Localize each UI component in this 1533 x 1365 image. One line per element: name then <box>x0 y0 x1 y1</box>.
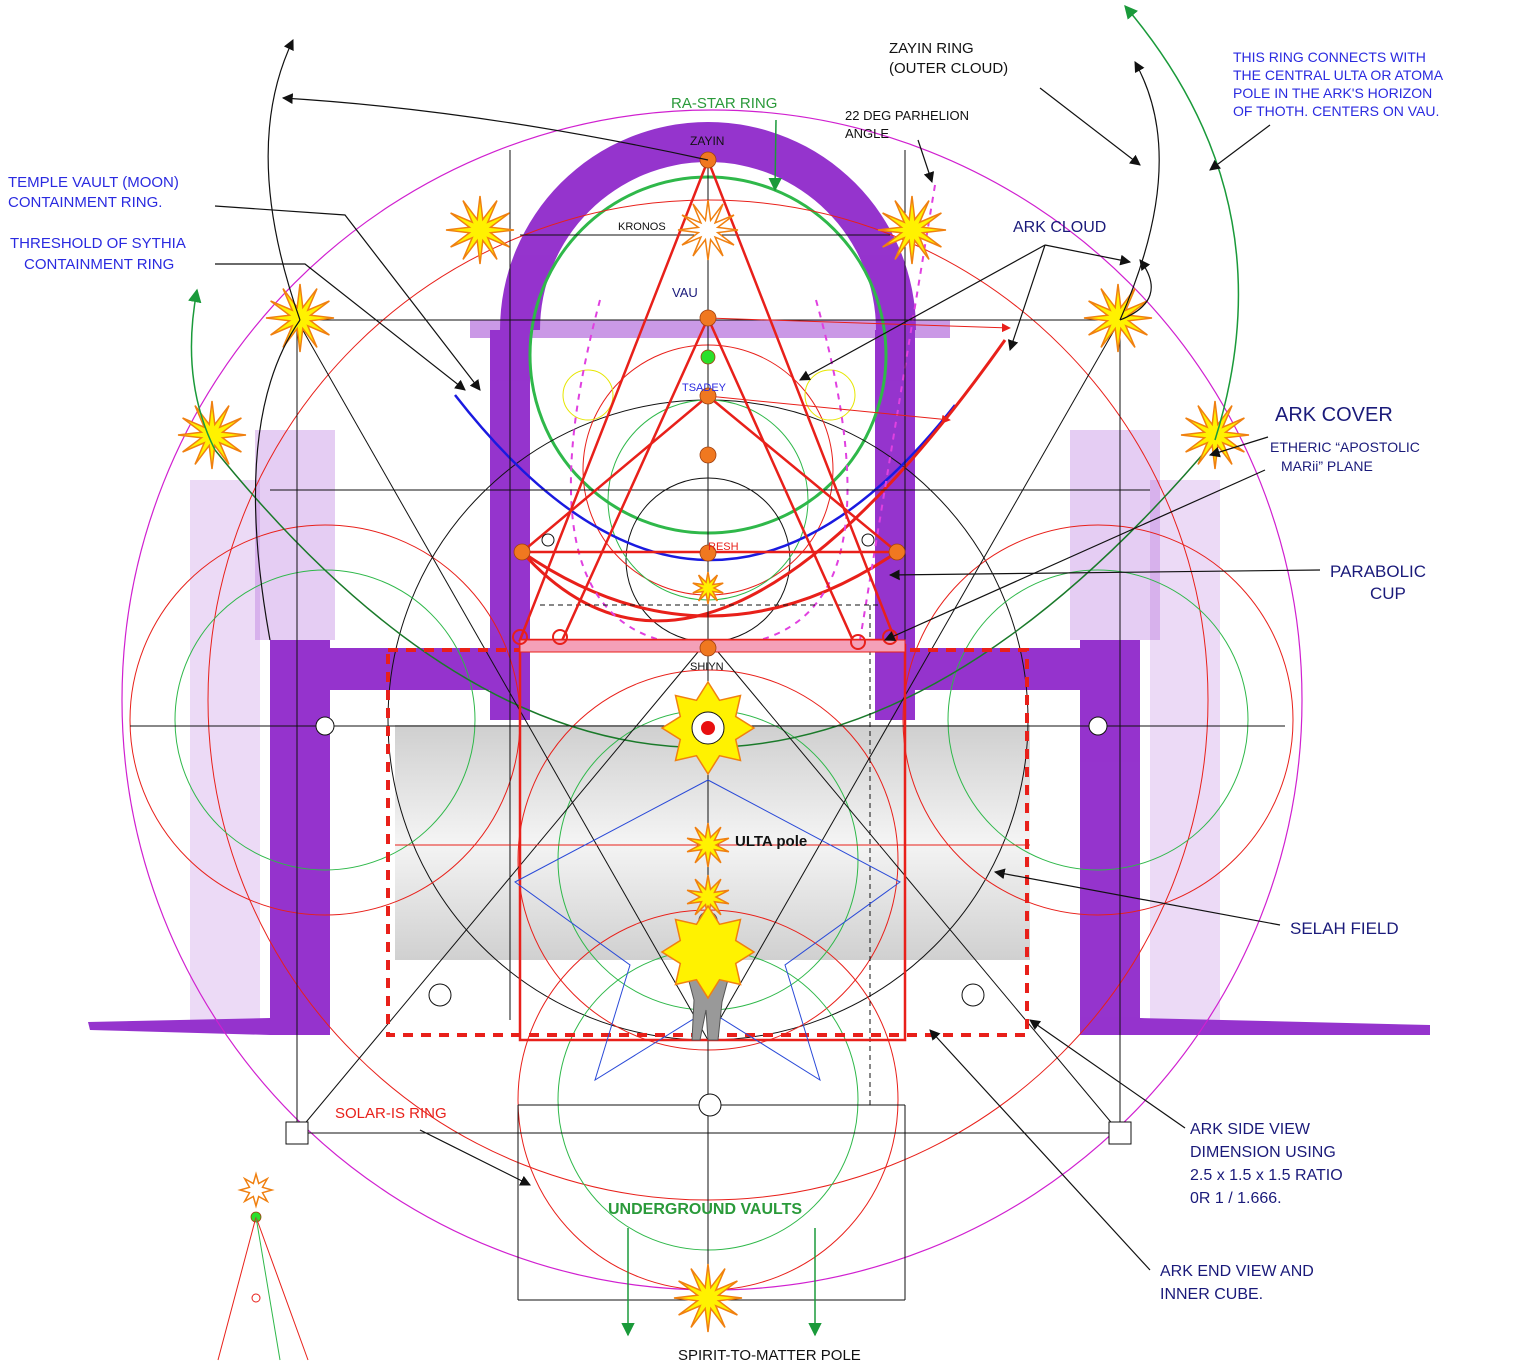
star <box>1181 401 1249 469</box>
temple-vault-label: TEMPLE VAULT (MOON)CONTAINMENT RING. <box>8 174 179 211</box>
zayin-ring-label: ZAYIN RING(OUTER CLOUD) <box>889 40 1008 77</box>
vau-label: VAU <box>672 285 698 300</box>
pole-point <box>701 721 715 735</box>
star <box>446 196 514 264</box>
ulta-pole-label: ULTA pole <box>735 833 807 850</box>
resh-label: RESH <box>708 541 739 553</box>
selah-field-label: SELAH FIELD <box>1290 919 1399 938</box>
tsadey-label: TSADEY <box>682 382 727 394</box>
star <box>178 401 246 469</box>
star <box>674 1264 742 1332</box>
underground-vaults-label: UNDERGROUND VAULTS <box>608 1201 802 1218</box>
star <box>240 1174 272 1206</box>
ark-cloud-label: ARK CLOUD <box>1013 219 1106 236</box>
page: { "labels": { "zayin_ring": ["ZAYIN RING… <box>0 0 1533 1365</box>
spirit-to-matter-pole-label: SPIRIT-TO-MATTER POLE <box>678 1347 861 1364</box>
ark-cover-label: ARK COVER <box>1275 404 1393 426</box>
small-pole <box>218 1217 308 1360</box>
ra-star-ring-label: RA-STAR RING <box>671 95 777 112</box>
star <box>678 200 738 260</box>
kronos-label: KRONOS <box>618 221 666 233</box>
shiyn-label: SHIYN <box>690 661 724 673</box>
zayin-label: ZAYIN <box>690 134 724 148</box>
star <box>1084 284 1152 352</box>
diagram: ZAYIN RING(OUTER CLOUD) THIS RING CONNEC… <box>0 0 1533 1365</box>
solar-is-ring-label: SOLAR-IS RING <box>335 1105 447 1122</box>
star <box>266 284 334 352</box>
star <box>662 906 754 998</box>
